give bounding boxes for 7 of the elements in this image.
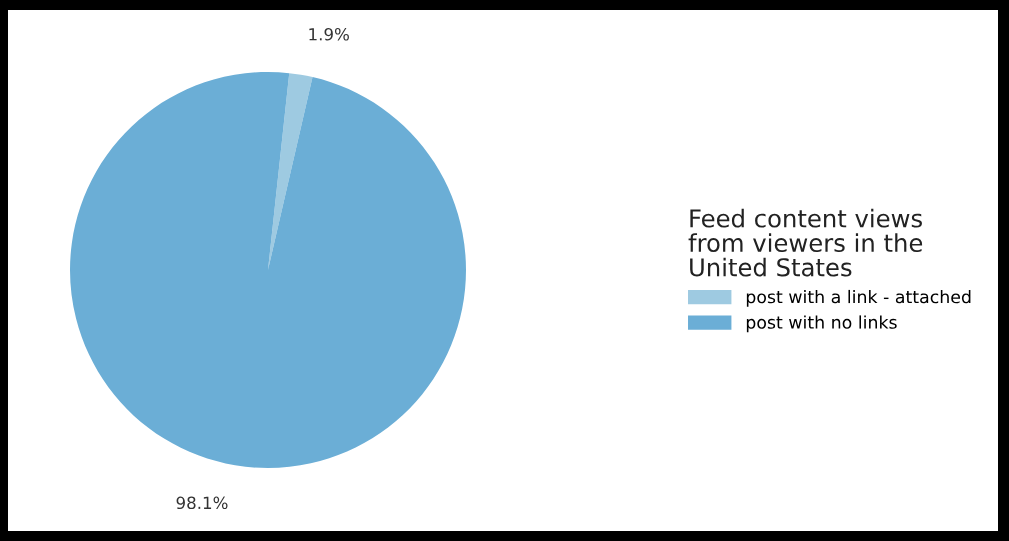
data-label: 98.1% [176,496,228,510]
legend-label: post with no links [746,315,897,333]
legend-title: Feed content views from viewers in the United States [688,208,923,277]
pie-slice [268,73,313,270]
pie-slice [70,72,466,468]
legend-label: post with a link - attached [746,289,971,307]
data-label: 1.9% [309,27,349,41]
